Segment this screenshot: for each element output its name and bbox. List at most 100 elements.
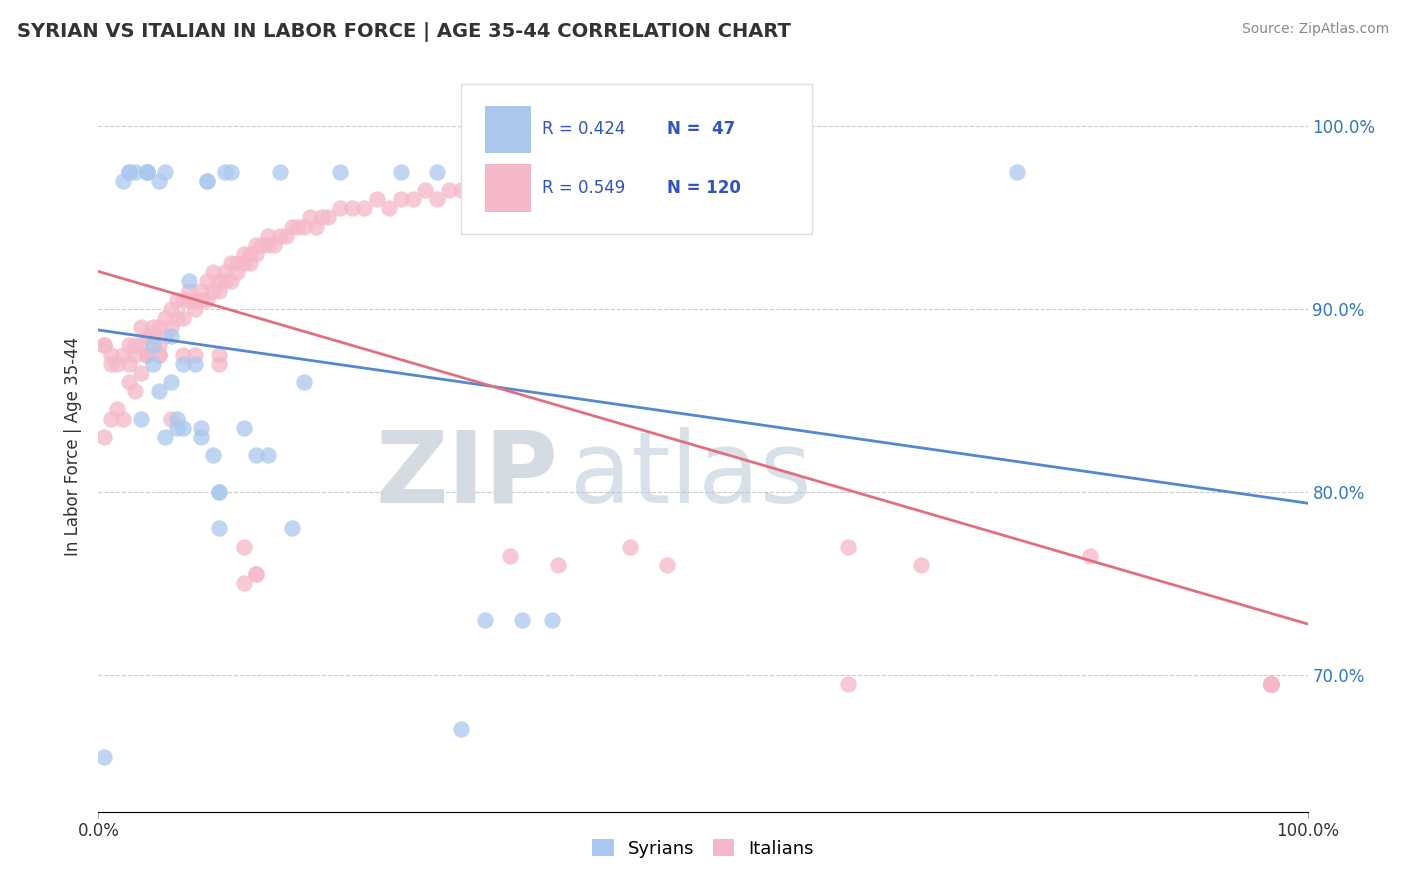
Point: [540, 613, 562, 627]
Point: [329, 164, 352, 178]
Point: [214, 164, 236, 178]
Point: [105, 357, 128, 371]
Point: [305, 219, 328, 234]
Point: [142, 320, 165, 334]
Point: [389, 164, 412, 178]
Point: [292, 375, 315, 389]
Point: [486, 183, 509, 197]
Text: SYRIAN VS ITALIAN IN LABOR FORCE | AGE 35-44 CORRELATION CHART: SYRIAN VS ITALIAN IN LABOR FORCE | AGE 3…: [17, 22, 790, 42]
Point: [179, 274, 201, 288]
Point: [214, 274, 236, 288]
Point: [135, 347, 157, 362]
Point: [426, 164, 449, 178]
Point: [1078, 549, 1101, 563]
Point: [245, 237, 267, 252]
Point: [195, 293, 218, 307]
Point: [245, 448, 267, 462]
Point: [256, 228, 278, 243]
Point: [208, 274, 231, 288]
Point: [190, 293, 212, 307]
Point: [135, 347, 157, 362]
Point: [190, 430, 212, 444]
Point: [232, 256, 254, 270]
Point: [118, 164, 141, 178]
Point: [124, 164, 146, 178]
Point: [281, 219, 304, 234]
Point: [287, 219, 309, 234]
Point: [450, 723, 472, 737]
Point: [118, 357, 141, 371]
Point: [256, 448, 278, 462]
Point: [269, 164, 291, 178]
Point: [1260, 677, 1282, 691]
Point: [377, 201, 399, 215]
Point: [160, 411, 183, 425]
Point: [256, 237, 278, 252]
Point: [474, 613, 496, 627]
Point: [1260, 677, 1282, 691]
Point: [292, 219, 315, 234]
Point: [100, 411, 122, 425]
Point: [316, 211, 339, 225]
Point: [160, 320, 183, 334]
Point: [342, 201, 364, 215]
Point: [202, 448, 225, 462]
Point: [274, 228, 297, 243]
Point: [1260, 677, 1282, 691]
Point: [148, 384, 170, 399]
Point: [166, 420, 188, 434]
Point: [100, 347, 122, 362]
Point: [172, 420, 194, 434]
Text: R = 0.549: R = 0.549: [543, 178, 626, 197]
Point: [148, 320, 170, 334]
Point: [1260, 677, 1282, 691]
Point: [172, 310, 194, 325]
Bar: [485, 106, 531, 153]
Point: [245, 247, 267, 261]
Point: [153, 430, 176, 444]
Point: [172, 347, 194, 362]
Point: [311, 211, 333, 225]
Point: [111, 411, 134, 425]
Point: [179, 293, 201, 307]
Point: [221, 256, 243, 270]
Point: [160, 301, 183, 316]
Point: [148, 347, 170, 362]
Point: [160, 329, 183, 343]
Point: [111, 347, 134, 362]
Point: [100, 357, 122, 371]
Point: [299, 211, 322, 225]
Point: [208, 357, 231, 371]
Point: [142, 357, 165, 371]
Point: [148, 347, 170, 362]
Point: [93, 430, 115, 444]
Point: [93, 338, 115, 352]
Point: [498, 174, 520, 188]
Point: [111, 174, 134, 188]
Text: R = 0.424: R = 0.424: [543, 120, 626, 138]
Point: [250, 237, 273, 252]
Point: [232, 540, 254, 554]
Point: [474, 174, 496, 188]
Point: [232, 576, 254, 591]
Legend: Syrians, Italians: Syrians, Italians: [585, 832, 821, 865]
Point: [190, 420, 212, 434]
Point: [1007, 164, 1029, 178]
Point: [172, 293, 194, 307]
Point: [353, 201, 375, 215]
Point: [124, 384, 146, 399]
Point: [226, 256, 249, 270]
Point: [1260, 677, 1282, 691]
Point: [166, 411, 188, 425]
Text: ZIP: ZIP: [375, 426, 558, 524]
Point: [547, 558, 569, 572]
Point: [269, 228, 291, 243]
Point: [245, 567, 267, 582]
Point: [148, 338, 170, 352]
Point: [245, 567, 267, 582]
Point: [208, 347, 231, 362]
Point: [202, 265, 225, 279]
Point: [142, 338, 165, 352]
Point: [1260, 677, 1282, 691]
Point: [190, 284, 212, 298]
